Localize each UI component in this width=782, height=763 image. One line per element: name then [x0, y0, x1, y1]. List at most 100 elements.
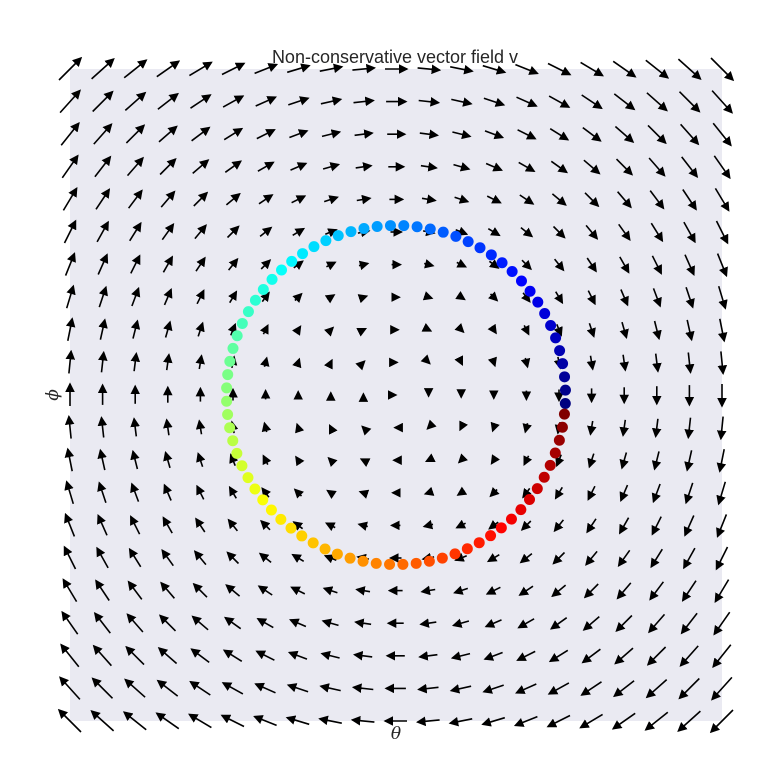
- trajectory-point: [532, 296, 544, 308]
- vector-arrow: [65, 317, 76, 341]
- vector-arrow: [613, 93, 636, 111]
- vector-arrow: [619, 419, 629, 437]
- vector-arrow: [58, 56, 83, 81]
- vector-arrow: [490, 421, 500, 433]
- vector-arrow: [581, 94, 603, 110]
- vector-arrow: [418, 651, 438, 661]
- vector-arrow: [319, 63, 344, 74]
- vector-arrow: [522, 487, 532, 499]
- vector-arrow: [614, 647, 634, 665]
- vector-arrow: [358, 260, 370, 271]
- vector-arrow: [520, 324, 530, 336]
- vector-arrow: [580, 61, 604, 77]
- vector-arrow: [226, 551, 240, 565]
- vector-arrow: [450, 64, 474, 75]
- vector-arrow: [292, 292, 303, 303]
- vector-arrow: [448, 716, 473, 727]
- vector-arrow: [681, 580, 697, 602]
- trajectory-point: [265, 504, 277, 516]
- trajectory-point: [553, 434, 565, 446]
- vector-arrow: [587, 485, 597, 501]
- vector-arrow: [455, 226, 469, 236]
- vector-arrow: [645, 59, 670, 79]
- trajectory-point: [424, 223, 436, 235]
- trajectory-point: [384, 558, 396, 570]
- trajectory-point: [515, 275, 527, 287]
- vector-arrow: [91, 677, 114, 699]
- trajectory-point: [320, 235, 332, 247]
- vector-arrow: [678, 677, 700, 700]
- vector-arrow: [548, 649, 569, 663]
- vector-arrow: [91, 58, 115, 80]
- vector-arrow: [485, 162, 503, 172]
- vector-arrow: [290, 162, 308, 172]
- trajectory-point: [384, 220, 396, 232]
- vector-arrow: [130, 417, 140, 437]
- vector-arrow: [549, 617, 568, 630]
- vector-arrow: [554, 291, 564, 305]
- vector-arrow: [126, 613, 144, 633]
- trajectory-point: [222, 369, 234, 381]
- vector-arrow: [651, 483, 661, 504]
- trajectory-point: [221, 382, 233, 394]
- trajectory-point: [227, 342, 239, 354]
- vector-arrow: [259, 323, 269, 335]
- vector-arrow: [421, 323, 433, 332]
- vector-arrow: [61, 154, 79, 179]
- vector-arrow: [548, 95, 571, 108]
- vector-arrow: [262, 454, 272, 466]
- vector-arrow: [124, 678, 146, 698]
- vector-arrow: [685, 287, 695, 309]
- vector-arrow: [163, 353, 173, 371]
- vector-arrow: [194, 224, 207, 240]
- vector-arrow: [520, 520, 532, 531]
- trajectory-point: [558, 408, 570, 420]
- vector-arrow: [156, 679, 179, 697]
- vector-arrow: [291, 195, 307, 204]
- vector-arrow: [323, 195, 339, 205]
- vector-arrow: [424, 453, 436, 463]
- vector-arrow: [289, 129, 309, 139]
- vector-arrow: [129, 221, 142, 242]
- trajectory-point: [550, 332, 562, 344]
- vector-arrow: [553, 324, 563, 337]
- vector-arrow: [63, 219, 77, 244]
- vector-arrow: [128, 547, 142, 568]
- vector-arrow: [518, 585, 534, 596]
- vector-arrow: [322, 162, 341, 172]
- vector-arrow: [520, 357, 531, 369]
- vector-arrow: [716, 481, 727, 506]
- vector-arrow: [716, 449, 727, 473]
- vector-arrow: [228, 290, 238, 304]
- vector-arrow: [60, 643, 80, 668]
- trajectory-point: [276, 264, 288, 276]
- vector-arrow: [65, 349, 76, 374]
- vector-arrow: [162, 255, 173, 273]
- vector-arrow: [63, 545, 77, 570]
- vector-arrow: [423, 486, 435, 496]
- vector-arrow: [130, 449, 140, 470]
- trajectory-point: [461, 543, 473, 555]
- vector-arrow: [319, 683, 341, 693]
- vector-arrow: [585, 224, 599, 240]
- vector-arrow: [617, 549, 631, 568]
- vector-arrow: [521, 259, 532, 271]
- vector-arrow: [677, 58, 702, 80]
- vector-arrow: [681, 156, 699, 178]
- vector-arrow: [97, 448, 107, 471]
- vector-arrows: [57, 56, 735, 734]
- vector-arrow: [522, 423, 532, 434]
- vector-arrow: [255, 96, 277, 107]
- vector-arrow: [419, 129, 439, 140]
- vector-arrow: [644, 711, 669, 731]
- vector-arrow: [260, 356, 270, 367]
- vector-arrow: [155, 712, 180, 730]
- vector-arrow: [193, 550, 207, 566]
- vector-arrow: [189, 680, 211, 696]
- trajectory-point: [538, 471, 550, 483]
- vector-arrow: [650, 548, 663, 569]
- vector-arrow: [356, 194, 372, 205]
- trajectory-point: [398, 220, 410, 232]
- vector-arrow: [581, 648, 601, 664]
- vector-arrow: [715, 220, 729, 245]
